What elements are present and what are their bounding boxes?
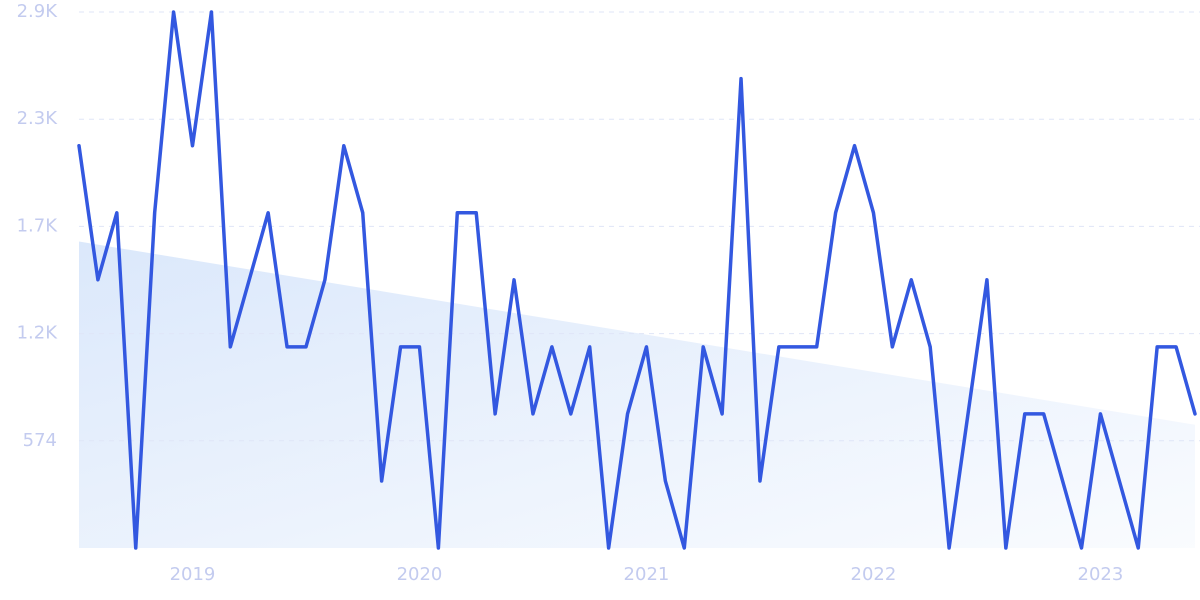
y-tick-label: 2.9K bbox=[17, 1, 59, 22]
y-tick-label: 574 bbox=[23, 430, 57, 451]
trend-area bbox=[79, 241, 1195, 548]
x-tick-label: 2023 bbox=[1078, 564, 1124, 585]
x-tick-label: 2019 bbox=[170, 564, 216, 585]
x-tick-label: 2020 bbox=[397, 564, 443, 585]
y-tick-label: 1.2K bbox=[17, 323, 59, 344]
y-tick-label: 1.7K bbox=[17, 215, 59, 236]
data-line bbox=[77, 10, 1197, 550]
y-tick-label: 2.3K bbox=[17, 108, 59, 129]
x-tick-label: 2021 bbox=[624, 564, 670, 585]
x-tick-label: 2022 bbox=[851, 564, 897, 585]
